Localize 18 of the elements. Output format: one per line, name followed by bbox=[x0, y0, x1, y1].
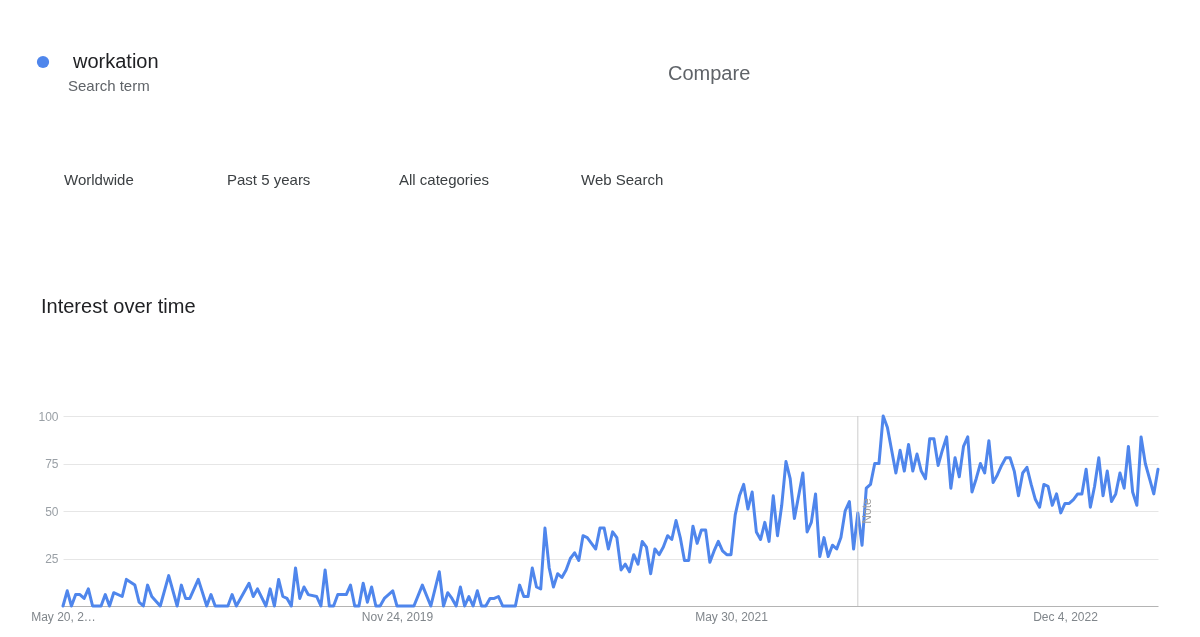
text: Web Search bbox=[581, 171, 664, 188]
y-tick-label: 100 bbox=[38, 409, 59, 424]
ref-line-label: Note bbox=[859, 498, 874, 524]
x-tick-label: Nov 24, 2019 bbox=[361, 609, 434, 624]
text: Past 5 years bbox=[227, 171, 311, 188]
y-tick-label: 25 bbox=[45, 552, 59, 566]
chart-title: Interest over time bbox=[41, 295, 196, 317]
x-tick-label: Dec 4, 2022 bbox=[1033, 609, 1099, 624]
y-tick-label: 75 bbox=[45, 457, 59, 471]
y-tick-label: 50 bbox=[45, 504, 59, 519]
text: All categories bbox=[399, 171, 490, 188]
text: Worldwide bbox=[64, 171, 134, 188]
text: Compare bbox=[668, 62, 751, 84]
x-tick-label: May 30, 2021 bbox=[695, 609, 769, 624]
line-series bbox=[61, 414, 1160, 608]
x-tick-label: May 20, 2… bbox=[31, 609, 96, 624]
legend-label: workation bbox=[72, 50, 159, 72]
text: Search term bbox=[68, 77, 150, 94]
